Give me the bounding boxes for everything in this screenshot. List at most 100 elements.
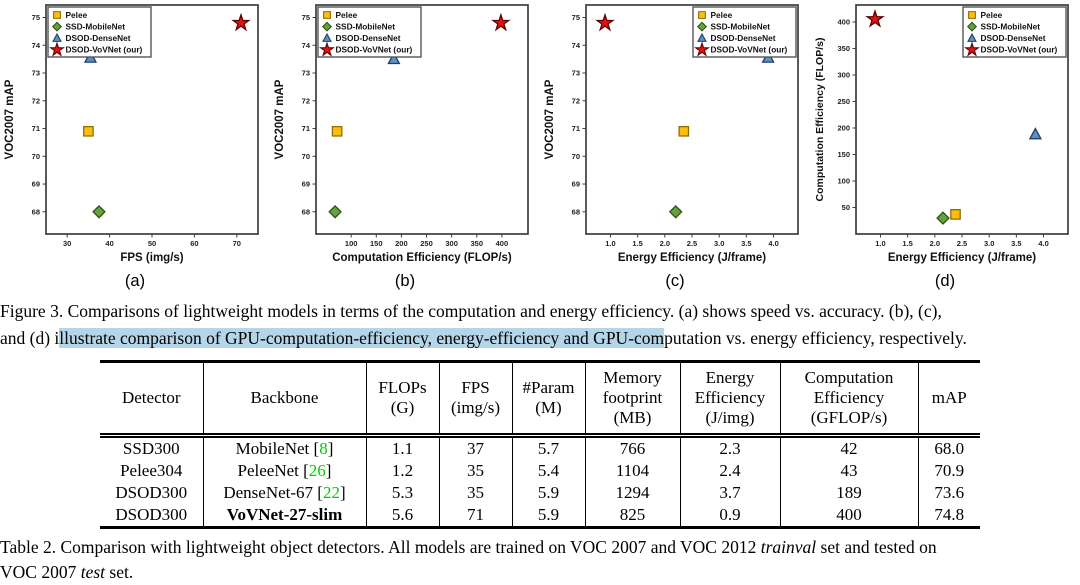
chart-svg-d: 1.0 1.5 2.0 2.5 3.0 3.5 4.0 50 100 150 200 250 300 35… xyxy=(814,4,1069,290)
y-tick-label: 71 xyxy=(302,124,310,133)
y-tick-label: 72 xyxy=(572,96,580,105)
legend-label: DSOD-VoVNet (our) xyxy=(711,45,788,55)
table-header-cell: mAP xyxy=(917,361,980,438)
data-point-diamond xyxy=(328,204,342,219)
table-cell: 68.0 xyxy=(917,435,980,460)
legend-marker-triangle xyxy=(322,32,332,42)
table-cell: 42 xyxy=(779,435,918,460)
y-tick-label: 250 xyxy=(837,97,850,106)
cell-text: PeleeNet [ xyxy=(237,461,309,480)
table-cell: 5.9 xyxy=(511,504,585,528)
legend-label: SSD-MobileNet xyxy=(66,22,126,32)
table-cell: 400 xyxy=(779,504,918,528)
legend-marker-triangle xyxy=(52,32,62,42)
y-tick-label: 71 xyxy=(32,124,40,133)
figure-caption: Figure 3. Comparisons of lightweight mod… xyxy=(0,298,1080,352)
x-tick-label: 2.0 xyxy=(660,239,670,248)
citation-number: 26 xyxy=(308,461,326,480)
table-cell: 1104 xyxy=(584,460,680,482)
subplot-a: 30 40 50 60 70 68 69 70 71 72 73 74 75 Pelee SSD-Mobil… xyxy=(0,0,270,292)
table-header-row: Detector Backbone FLOPs (G) FPS (img/s) #Param… xyxy=(100,361,980,438)
x-tick-label: 2.5 xyxy=(687,239,697,248)
data-point-square xyxy=(678,125,690,137)
table-cell: 2.3 xyxy=(679,435,780,460)
legend-label: DSOD-DenseNet xyxy=(711,33,776,43)
caption-segment: and (d) i xyxy=(0,328,60,348)
legend-label: DSOD-DenseNet xyxy=(981,33,1046,43)
y-tick-label: 300 xyxy=(837,71,850,80)
x-tick-label: 30 xyxy=(63,239,71,248)
table-cell: 71 xyxy=(438,504,512,528)
legend-box xyxy=(317,6,422,58)
caption-segment: putation vs. energy efficiency, respecti… xyxy=(664,328,967,348)
table-cell: 70.9 xyxy=(917,460,980,482)
y-tick-label: 100 xyxy=(837,177,850,186)
caption-segment: set and tested on xyxy=(816,537,937,557)
legend-label: DSOD-DenseNet xyxy=(66,33,131,43)
data-point-triangle xyxy=(1028,127,1042,140)
x-tick-label: 350 xyxy=(471,239,484,248)
table-cell: 5.3 xyxy=(365,482,439,504)
y-tick-label: 75 xyxy=(572,13,580,22)
y-axis-label: Computation Efficiency (FLOP/s) xyxy=(814,38,826,202)
y-tick-label: 70 xyxy=(32,152,40,161)
legend-box xyxy=(962,6,1067,58)
data-point-diamond xyxy=(936,211,950,225)
cell-text: ] xyxy=(327,439,334,458)
y-tick-label: 74 xyxy=(302,41,311,50)
x-tick-label: 400 xyxy=(496,239,509,248)
y-tick-label: 72 xyxy=(302,96,310,105)
subplot-b: 100 150 200 250 300 350 400 68 69 70 71 72 73 74 75 Pel… xyxy=(270,0,540,292)
legend-label: Pelee xyxy=(711,10,733,20)
y-tick-label: 72 xyxy=(32,96,40,105)
table-row: SSD300 MobileNet [8] 1.1 37 5.7 766 2.3 42 68.0 xyxy=(100,435,980,460)
table-cell: DSOD300 xyxy=(115,505,188,524)
x-axis-label: FPS (img/s) xyxy=(120,252,183,264)
y-tick-label: 350 xyxy=(837,44,850,53)
x-axis-label: Energy Efficiency (J/frame) xyxy=(618,252,766,264)
x-tick-label: 70 xyxy=(233,239,241,248)
legend-label: DSOD-VoVNet (our) xyxy=(981,45,1058,55)
x-tick-label: 1.0 xyxy=(605,239,615,248)
x-axis-label: Computation Efficiency (FLOP/s) xyxy=(332,252,512,264)
legend-label: SSD-MobileNet xyxy=(711,22,771,32)
table-cell: PeleeNet [26] xyxy=(202,460,366,482)
table-header-cell: Detector xyxy=(100,361,203,438)
legend-marker-square xyxy=(53,11,61,19)
legend-marker-diamond xyxy=(321,21,333,32)
data-point-square xyxy=(331,125,343,137)
table-header-cell: #Param (M) xyxy=(511,361,585,438)
x-tick-label: 100 xyxy=(345,239,358,248)
y-tick-label: 150 xyxy=(837,150,850,159)
subplot-caption: (d) xyxy=(935,272,955,290)
table-cell: DSOD300 xyxy=(115,483,188,502)
table-row: DSOD300 VoVNet-27-slim 5.6 71 5.9 825 0.9 400 74… xyxy=(100,504,980,528)
table-cell: 35 xyxy=(438,482,512,504)
y-axis-label: VOC2007 mAP xyxy=(274,79,286,159)
legend-box xyxy=(692,6,797,58)
table-cell: 825 xyxy=(584,504,680,528)
plot-box xyxy=(315,4,529,235)
detector-comparison-table: Detector Backbone FLOPs (G) FPS (img/s) #Param… xyxy=(100,360,980,529)
x-tick-label: 3.0 xyxy=(714,239,724,248)
table-cell: 1294 xyxy=(584,482,680,504)
y-tick-label: 74 xyxy=(32,41,41,50)
cell-text: ] xyxy=(325,461,332,480)
x-tick-label: 4.0 xyxy=(1038,239,1048,248)
table-cell: 73.6 xyxy=(917,482,980,504)
table-row: Pelee304 PeleeNet [26] 1.2 35 5.4 1104 2.4 43 70… xyxy=(100,460,980,482)
chart-svg-a: 30 40 50 60 70 68 69 70 71 72 73 74 75 Pelee SSD-Mobil… xyxy=(4,4,259,290)
legend-label: Pelee xyxy=(66,10,88,20)
y-tick-label: 69 xyxy=(572,180,580,189)
table-cell: 3.7 xyxy=(679,482,780,504)
table-cell: 5.7 xyxy=(511,435,585,460)
table-cell: 5.9 xyxy=(511,482,585,504)
table-cell: 1.1 xyxy=(365,435,439,460)
y-tick-label: 69 xyxy=(32,180,40,189)
caption-italic-test: test xyxy=(80,562,106,582)
citation-number: 8 xyxy=(319,439,328,458)
x-tick-label: 2.5 xyxy=(957,239,967,248)
legend-marker-star xyxy=(49,41,65,57)
legend-marker-square xyxy=(323,11,331,19)
